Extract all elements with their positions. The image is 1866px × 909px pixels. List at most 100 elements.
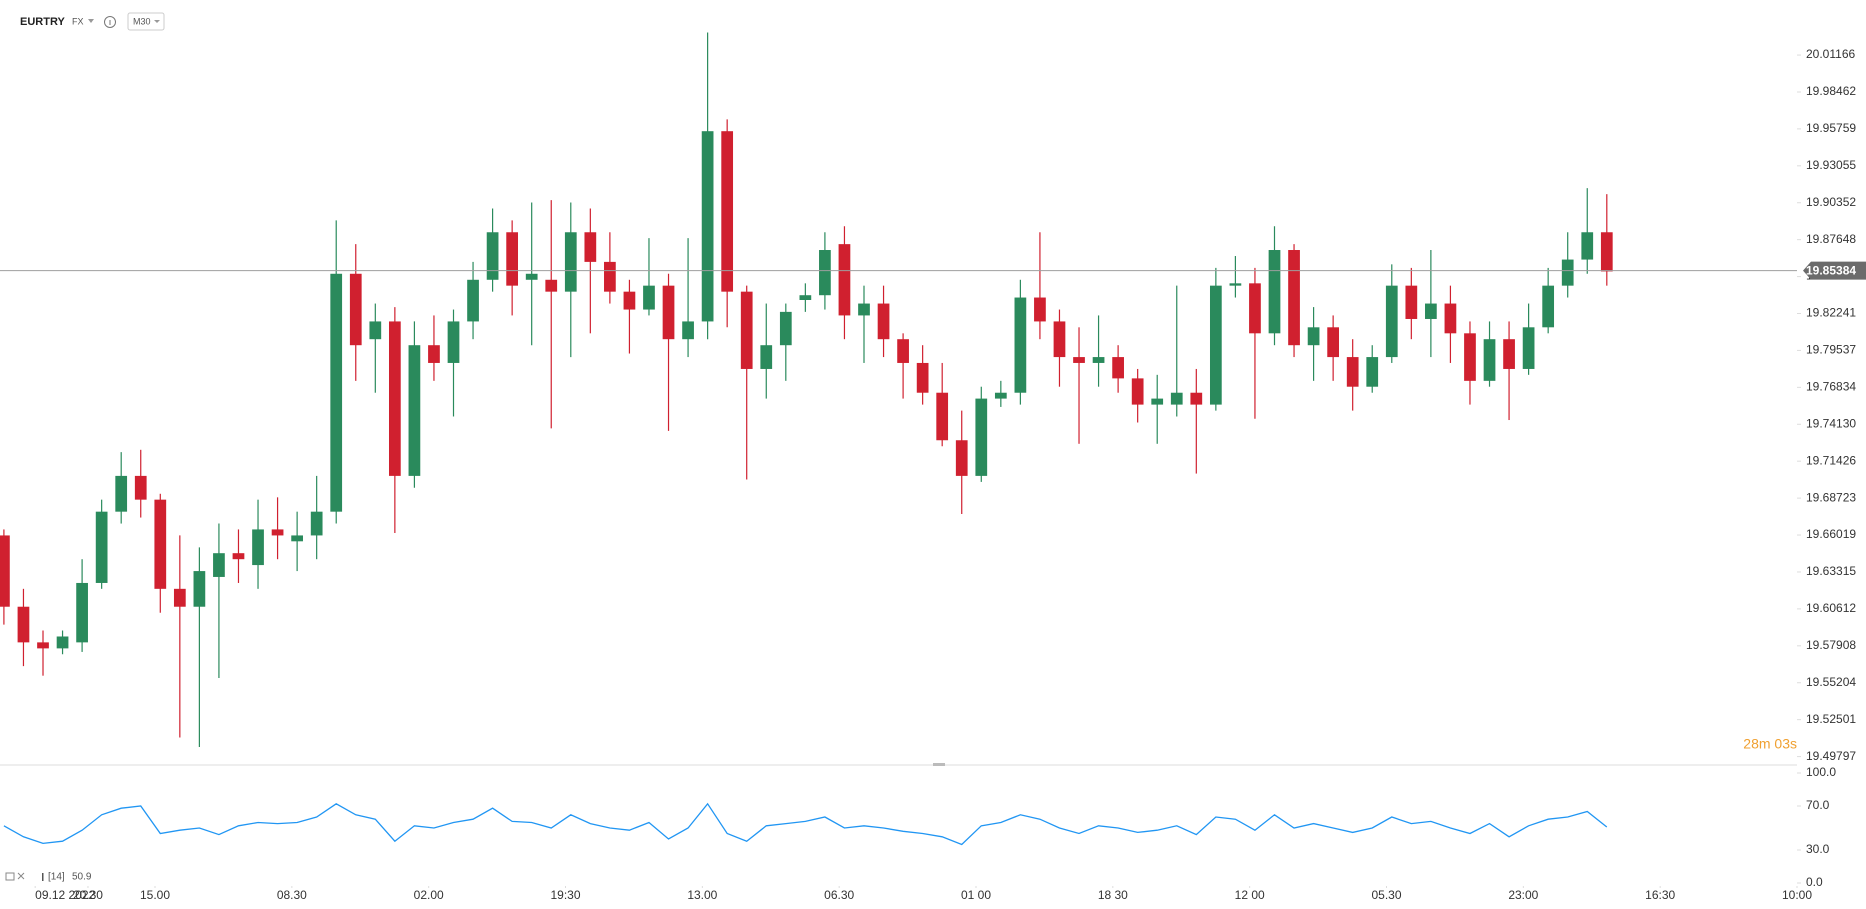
candle-body [721, 131, 734, 292]
candle-body [799, 295, 812, 300]
candle-body [623, 291, 636, 310]
candle-body [37, 642, 49, 649]
y-tick-label: 19.95759 [1806, 121, 1856, 135]
candle-body [1268, 250, 1281, 334]
candle-body [95, 511, 108, 583]
timeframe-box[interactable] [127, 12, 165, 31]
candle-body [17, 606, 30, 643]
indicator-line [3, 802, 1608, 846]
candle-body [1464, 333, 1476, 381]
y-tick-label: 19.57908 [1806, 638, 1856, 652]
candle-body [877, 303, 890, 340]
candle-body [916, 362, 929, 393]
x-tick-label: 13.00 [687, 888, 717, 902]
candle-body [154, 499, 167, 589]
x-tick-label: 20.30 [73, 888, 103, 902]
candle-body [1425, 303, 1437, 319]
candle-body [134, 475, 147, 500]
candle-body [975, 398, 988, 476]
candle-body [897, 339, 909, 363]
candle-body [1405, 285, 1418, 319]
y-tick-label: 0.0 [1806, 875, 1823, 889]
candle-body [173, 588, 186, 607]
candle-body [1600, 232, 1613, 272]
candle-body [1190, 392, 1203, 405]
candle-body [1542, 285, 1555, 328]
candle-body [643, 285, 655, 310]
indicator-marker [42, 873, 44, 881]
candle-body [858, 303, 870, 316]
candle-body [779, 311, 792, 346]
candle-body [1581, 232, 1594, 260]
candle-body [1503, 339, 1515, 369]
indicator-icon[interactable] [5, 872, 15, 881]
market-caret[interactable] [88, 19, 94, 23]
candle-body [936, 392, 949, 441]
y-tick-label: 19.55204 [1806, 675, 1856, 689]
candle-body [1073, 357, 1085, 363]
y-tick-label: 70.0 [1806, 798, 1830, 812]
candle-body [388, 321, 401, 476]
candle-body [291, 535, 303, 542]
candle-body [1307, 327, 1320, 346]
candle-body [1327, 327, 1340, 358]
y-tick-label: 19.52501 [1806, 712, 1856, 726]
symbol[interactable]: EURTRY [20, 16, 65, 28]
candle-body [740, 291, 753, 369]
candle-body [1249, 283, 1261, 334]
x-tick-label: 23:00 [1508, 888, 1538, 902]
candle-body [330, 273, 343, 512]
x-tick-label: 05.30 [1371, 888, 1401, 902]
candle-body [1112, 357, 1124, 379]
candle-body [545, 279, 558, 292]
candle-body [662, 285, 675, 340]
last-price-label: 19.85384 [1806, 264, 1856, 278]
x-tick-label: 19:30 [550, 888, 580, 902]
candle-body [1366, 357, 1379, 387]
candle-body [0, 535, 10, 607]
candle-body [564, 232, 577, 292]
y-tick-label: 19.90352 [1806, 195, 1856, 209]
timeframe[interactable]: M30 [133, 16, 151, 26]
candle-body [838, 244, 851, 316]
candle-body [467, 279, 479, 322]
x-tick-label: 18 30 [1098, 888, 1128, 902]
x-tick-label: 16:30 [1645, 888, 1675, 902]
candle-body [1034, 297, 1046, 322]
candle-body [115, 475, 128, 512]
candle-body [1229, 283, 1242, 286]
y-tick-label: 19.49797 [1806, 749, 1856, 763]
candle-body [1483, 339, 1496, 381]
candle-body [955, 440, 968, 476]
y-tick-label: 19.93055 [1806, 158, 1856, 172]
y-tick-label: 19.98462 [1806, 84, 1856, 98]
candle-body [819, 250, 831, 296]
candle-body [1561, 259, 1574, 286]
candle-body [1444, 303, 1457, 334]
candle-body [408, 345, 421, 476]
y-tick-label: 19.68723 [1806, 490, 1856, 504]
candle-body [252, 529, 264, 566]
indicator-value: 50.9 [72, 872, 92, 883]
x-tick-label: 15.00 [140, 888, 170, 902]
info-icon[interactable] [104, 16, 116, 28]
x-tick-label: 09.12 2022 [35, 888, 95, 902]
candle-body [447, 321, 460, 363]
candle-body [1346, 357, 1359, 387]
market: FX [72, 16, 84, 26]
x-tick-label: 02.00 [414, 888, 444, 902]
y-tick-label: 19.63315 [1806, 564, 1856, 578]
x-tick-label: 10:00 [1782, 888, 1812, 902]
x-tick-label: 06.30 [824, 888, 854, 902]
candle-body [682, 321, 694, 340]
indicator-close[interactable] [17, 872, 25, 880]
candle-body [760, 345, 773, 369]
candle-body [1131, 378, 1144, 405]
y-tick-label: 19.82241 [1806, 306, 1856, 320]
candle-body [506, 232, 519, 286]
y-tick-label: 19.76834 [1806, 380, 1856, 394]
candle-body [701, 131, 714, 322]
panel-handle[interactable] [933, 763, 945, 766]
candle-body [193, 571, 206, 607]
